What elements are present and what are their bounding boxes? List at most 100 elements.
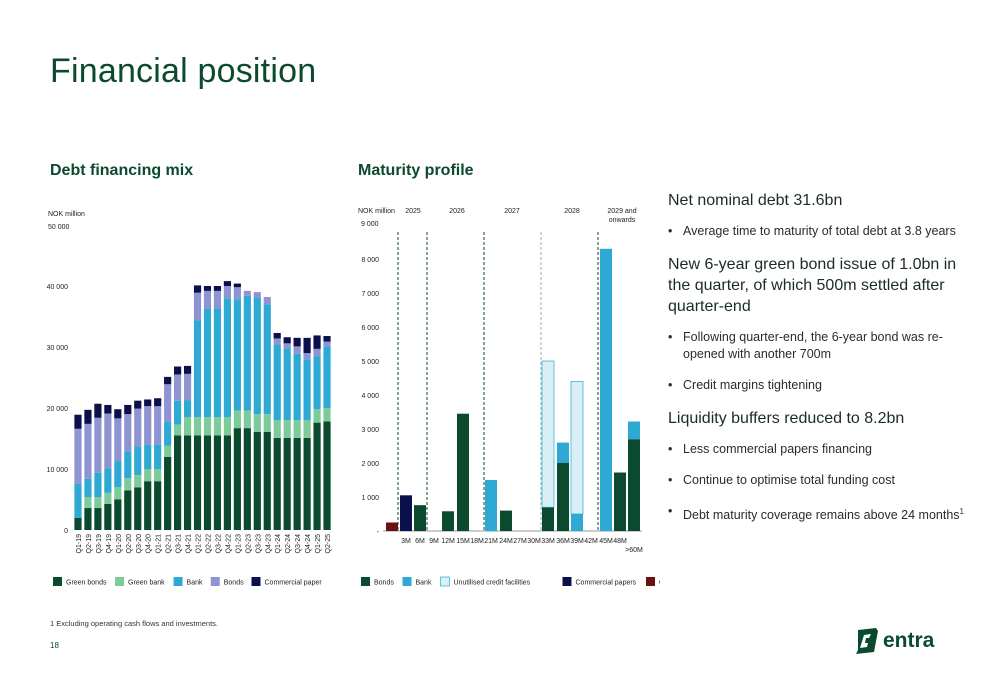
bar-segment bbox=[174, 435, 182, 530]
bar-segment bbox=[243, 410, 251, 429]
bar-segment bbox=[94, 417, 102, 473]
bar-segment bbox=[124, 490, 132, 530]
bar-segment bbox=[303, 359, 311, 421]
bar-segment bbox=[114, 409, 122, 419]
x-tick-label: 21M bbox=[484, 538, 498, 545]
maturity-profile-chart: NOK million - 1 000 2 000 3 000 4 000 5 000 6 0… bbox=[358, 208, 660, 587]
bar-segment bbox=[313, 422, 321, 530]
bar-segment bbox=[253, 414, 261, 432]
bar-segment bbox=[233, 299, 241, 411]
bar-segment bbox=[144, 481, 152, 530]
bar-segment bbox=[114, 461, 122, 488]
bar-segment bbox=[233, 283, 241, 288]
bar-segment bbox=[114, 499, 122, 530]
bar-segment bbox=[193, 292, 202, 321]
bar-segment bbox=[273, 332, 281, 339]
bar-segment bbox=[183, 365, 192, 374]
legend-swatch bbox=[402, 577, 412, 586]
logo-text: entra bbox=[883, 629, 935, 652]
bar-segment bbox=[94, 403, 102, 418]
x-tick-label: Q2-25 bbox=[325, 534, 332, 554]
bar-segment bbox=[293, 437, 301, 530]
legend-label: Green bonds bbox=[66, 580, 107, 587]
legend-label: Bank bbox=[416, 580, 432, 587]
bar-segment bbox=[124, 478, 132, 491]
x-tick-label: Q2-21 bbox=[166, 534, 173, 554]
bar-segment bbox=[114, 487, 122, 500]
bar-segment bbox=[253, 297, 261, 415]
bar-segment bbox=[500, 510, 512, 531]
bar-segment bbox=[144, 444, 152, 469]
bar-segment bbox=[144, 406, 152, 445]
bar-segment bbox=[84, 409, 92, 424]
bar-segment bbox=[193, 435, 202, 530]
bar-segment bbox=[84, 478, 92, 498]
x-tick-label: 33M bbox=[541, 538, 555, 545]
legend-label: Unutilised credit facilities bbox=[454, 580, 531, 587]
bar-segment bbox=[114, 418, 122, 462]
y-tick-label: 6 000 bbox=[361, 325, 379, 332]
bar-segment bbox=[174, 400, 182, 425]
bar-segment bbox=[104, 468, 112, 493]
bar-segment bbox=[243, 295, 251, 411]
bar-segment bbox=[233, 428, 241, 530]
y-tick-label: - bbox=[377, 529, 380, 536]
maturity-profile-title: Maturity profile bbox=[358, 162, 474, 179]
bar-segment bbox=[124, 404, 132, 415]
panel-bullet: Debt maturity coverage remains above 24 … bbox=[668, 503, 968, 524]
bar-segment bbox=[293, 420, 301, 438]
bar-segment bbox=[273, 338, 281, 345]
bar-segment bbox=[94, 508, 102, 530]
x-tick-label: 39M bbox=[570, 538, 584, 545]
bar-segment bbox=[164, 445, 172, 457]
panel-heading: New 6-year green bond issue of 1.0bn in … bbox=[668, 256, 957, 315]
bar-segment bbox=[174, 374, 182, 401]
bar-segment bbox=[203, 286, 212, 291]
bar-segment bbox=[293, 346, 301, 354]
bar-segment bbox=[213, 435, 222, 530]
y-tick-label: 10 000 bbox=[47, 467, 69, 474]
x-tick-label: 12M bbox=[441, 538, 455, 545]
x-tick-label: 30M bbox=[527, 538, 541, 545]
bar-segment bbox=[84, 497, 92, 509]
bar-segment bbox=[164, 456, 172, 530]
x-tick-label: 45M bbox=[599, 538, 613, 545]
bar-segment bbox=[164, 384, 172, 423]
bar-segment bbox=[134, 446, 142, 476]
x-tick-label: 15M bbox=[456, 538, 470, 545]
x-tick-label: 6M bbox=[415, 538, 425, 545]
year-label: 2029 and onwards bbox=[607, 208, 636, 224]
y-tick-label: 3 000 bbox=[361, 427, 379, 434]
footnote-marker: 1 bbox=[959, 507, 964, 516]
bar-segment bbox=[243, 428, 251, 530]
bar-segment bbox=[104, 492, 112, 504]
y-axis-title: NOK million bbox=[358, 208, 395, 215]
bar-segment bbox=[223, 298, 231, 418]
bar-segment bbox=[414, 505, 426, 531]
bar-segment bbox=[84, 508, 92, 530]
bar-segment bbox=[273, 344, 281, 421]
panel-heading: Net nominal debt 31.6bn bbox=[668, 192, 843, 209]
x-tick-label: Q1-25 bbox=[315, 534, 322, 554]
bar-segment bbox=[628, 439, 640, 531]
y-tick-label: 20 000 bbox=[47, 406, 69, 413]
bar-segment bbox=[283, 348, 291, 421]
legend-swatch bbox=[173, 577, 183, 586]
x-tick-label: Q1-23 bbox=[235, 534, 242, 554]
bar-segment bbox=[233, 410, 241, 429]
bar-segment bbox=[104, 413, 112, 469]
x-tick-label: Q4-24 bbox=[305, 534, 312, 554]
x-tick-label: Q3-21 bbox=[176, 534, 183, 554]
panel-bullet: Credit margins tightening bbox=[668, 377, 968, 394]
legend-swatch bbox=[361, 577, 370, 586]
x-tick-label: Q1-22 bbox=[196, 534, 203, 554]
bar-segment bbox=[183, 400, 192, 418]
bar-segment bbox=[313, 409, 321, 423]
year-label: 2027 bbox=[504, 208, 520, 215]
x-tick-label: Q3-20 bbox=[136, 534, 143, 554]
bar-segment bbox=[183, 373, 192, 401]
bar-segment bbox=[154, 469, 162, 482]
legend-label: Bank bbox=[187, 580, 203, 587]
bar-segment bbox=[94, 497, 102, 509]
x-tick-label: Q2-24 bbox=[285, 534, 292, 554]
